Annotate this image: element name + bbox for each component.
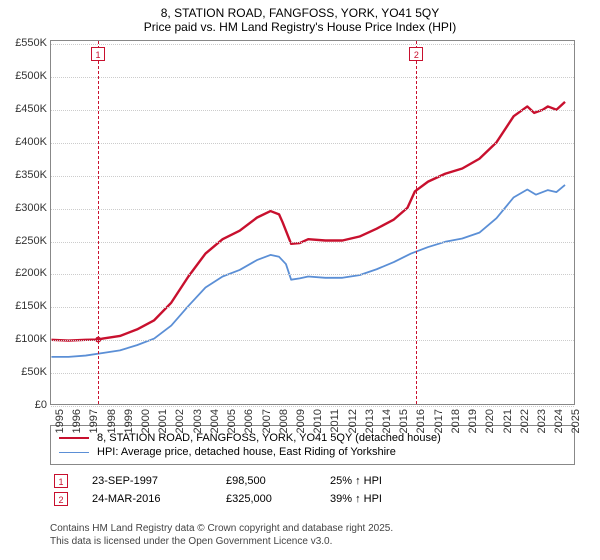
grid-line <box>51 44 574 45</box>
x-axis-label: 2022 <box>519 409 531 439</box>
x-axis-label: 2025 <box>570 409 582 439</box>
grid-line <box>51 274 574 275</box>
title-block: 8, STATION ROAD, FANGFOSS, YORK, YO41 5Q… <box>0 0 600 34</box>
x-axis-label: 1995 <box>54 409 66 439</box>
y-axis-label: £550K <box>2 37 47 49</box>
x-axis-label: 2018 <box>450 409 462 439</box>
legend-label: HPI: Average price, detached house, East… <box>97 446 396 458</box>
sales-list: 1 23-SEP-1997 £98,500 25% ↑ HPI 2 24-MAR-2016… <box>50 470 575 510</box>
y-axis-label: £150K <box>2 300 47 312</box>
sale-marker: 1 <box>91 47 105 61</box>
x-axis-label: 2020 <box>484 409 496 439</box>
x-axis-label: 2009 <box>295 409 307 439</box>
grid-line <box>51 406 574 407</box>
y-axis-label: £200K <box>2 267 47 279</box>
grid-line <box>51 77 574 78</box>
grid-line <box>51 340 574 341</box>
grid-line <box>51 143 574 144</box>
footer-line1: Contains HM Land Registry data © Crown c… <box>50 522 575 535</box>
grid-line <box>51 110 574 111</box>
x-axis-label: 2014 <box>381 409 393 439</box>
x-axis-label: 2016 <box>415 409 427 439</box>
x-axis-label: 2021 <box>502 409 514 439</box>
grid-line <box>51 209 574 210</box>
sale-vline <box>416 41 417 404</box>
series-line <box>51 185 565 357</box>
footer-line2: This data is licensed under the Open Gov… <box>50 535 575 548</box>
y-axis-label: £100K <box>2 333 47 345</box>
y-axis-label: £450K <box>2 103 47 115</box>
sale-note: 25% ↑ HPI <box>330 475 382 487</box>
grid-line <box>51 373 574 374</box>
y-axis-label: £400K <box>2 136 47 148</box>
x-axis-label: 2017 <box>433 409 445 439</box>
sale-date: 23-SEP-1997 <box>92 475 202 487</box>
chart-lines <box>51 41 574 404</box>
sale-vline <box>98 41 99 404</box>
x-axis-label: 2011 <box>329 409 341 439</box>
x-axis-label: 2023 <box>536 409 548 439</box>
y-axis-label: £300K <box>2 202 47 214</box>
grid-line <box>51 307 574 308</box>
x-axis-label: 2024 <box>553 409 565 439</box>
x-axis-label: 2008 <box>278 409 290 439</box>
sale-note: 39% ↑ HPI <box>330 493 382 505</box>
x-axis-label: 2000 <box>140 409 152 439</box>
sale-row: 1 23-SEP-1997 £98,500 25% ↑ HPI <box>50 474 575 488</box>
x-axis-label: 1998 <box>106 409 118 439</box>
x-axis-label: 2005 <box>226 409 238 439</box>
legend-row: HPI: Average price, detached house, East… <box>59 446 566 458</box>
sale-date: 24-MAR-2016 <box>92 493 202 505</box>
sale-row: 2 24-MAR-2016 £325,000 39% ↑ HPI <box>50 492 575 506</box>
y-axis-label: £350K <box>2 169 47 181</box>
x-axis-label: 2001 <box>157 409 169 439</box>
legend-swatch <box>59 452 89 453</box>
series-line <box>51 102 565 341</box>
x-axis-label: 2004 <box>209 409 221 439</box>
x-axis-label: 1997 <box>88 409 100 439</box>
grid-line <box>51 242 574 243</box>
x-axis-label: 2013 <box>364 409 376 439</box>
footer-attribution: Contains HM Land Registry data © Crown c… <box>50 522 575 548</box>
y-axis-label: £500K <box>2 70 47 82</box>
chart-container: 8, STATION ROAD, FANGFOSS, YORK, YO41 5Q… <box>0 0 600 560</box>
x-axis-label: 2007 <box>261 409 273 439</box>
sale-price: £98,500 <box>226 475 306 487</box>
x-axis-label: 2012 <box>347 409 359 439</box>
x-axis-label: 1999 <box>123 409 135 439</box>
x-axis-label: 2019 <box>467 409 479 439</box>
x-axis-label: 2015 <box>398 409 410 439</box>
sale-marker-inline: 1 <box>54 474 68 488</box>
grid-line <box>51 176 574 177</box>
plot-area: 12 <box>50 40 575 405</box>
sale-marker: 2 <box>409 47 423 61</box>
sale-marker-inline: 2 <box>54 492 68 506</box>
x-axis-label: 2003 <box>192 409 204 439</box>
x-axis-label: 2002 <box>174 409 186 439</box>
sale-price: £325,000 <box>226 493 306 505</box>
x-axis-label: 1996 <box>71 409 83 439</box>
x-axis-label: 2010 <box>312 409 324 439</box>
y-axis-label: £0 <box>2 399 47 411</box>
y-axis-label: £250K <box>2 235 47 247</box>
chart-title-subtitle: Price paid vs. HM Land Registry's House … <box>0 20 600 34</box>
x-axis-label: 2006 <box>243 409 255 439</box>
chart-title-address: 8, STATION ROAD, FANGFOSS, YORK, YO41 5Q… <box>0 6 600 20</box>
y-axis-label: £50K <box>2 366 47 378</box>
